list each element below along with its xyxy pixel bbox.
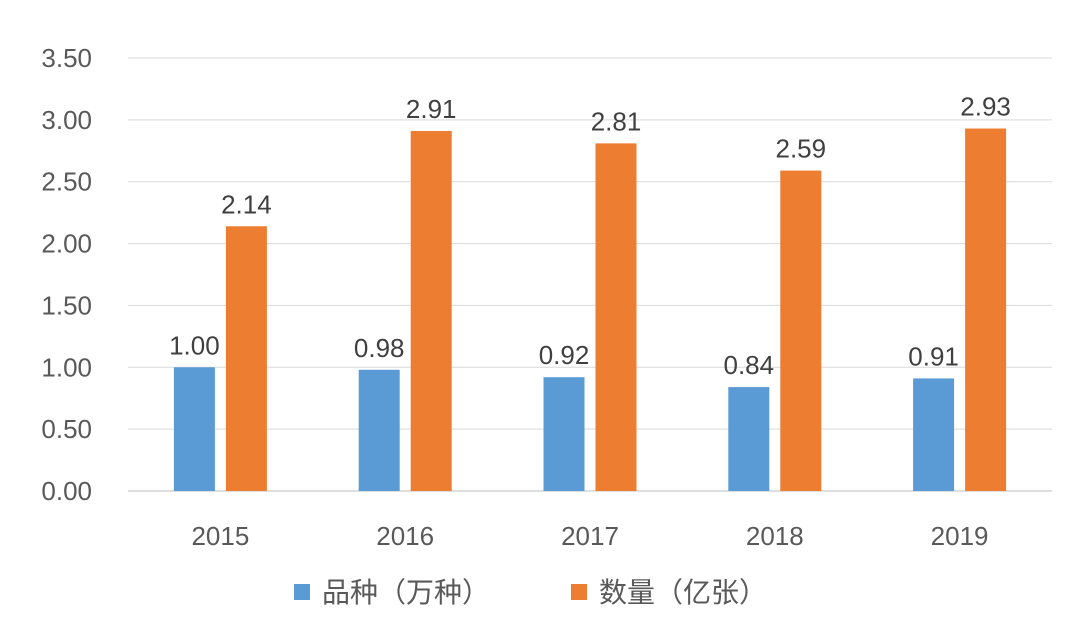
y-tick-label: 3.00 <box>41 105 92 135</box>
x-tick-label: 2017 <box>561 521 619 551</box>
data-label: 2.81 <box>591 106 642 136</box>
legend-swatch <box>294 584 310 600</box>
data-label: 1.00 <box>169 330 220 360</box>
y-tick-label: 3.50 <box>41 43 92 73</box>
y-tick-label: 1.50 <box>41 290 92 320</box>
data-label: 0.98 <box>354 333 405 363</box>
data-label: 2.14 <box>221 189 272 219</box>
data-label: 0.84 <box>723 350 774 380</box>
data-label: 2.91 <box>406 94 457 124</box>
bar-2017-series-1 <box>543 377 585 491</box>
bar-2017-series-2 <box>595 143 637 491</box>
bar-2019-series-1 <box>913 378 955 491</box>
x-tick-label: 2019 <box>931 521 989 551</box>
data-label: 2.59 <box>775 134 826 164</box>
bar-2015-series-2 <box>225 226 267 491</box>
bar-2016-series-1 <box>358 369 400 491</box>
y-tick-label: 1.00 <box>41 352 92 382</box>
x-tick-label: 2016 <box>376 521 434 551</box>
x-tick-label: 2018 <box>746 521 804 551</box>
bar-2015-series-1 <box>173 367 215 491</box>
y-tick-label: 0.00 <box>41 476 92 506</box>
x-tick-label: 2015 <box>191 521 249 551</box>
data-label: 0.91 <box>908 341 959 371</box>
y-tick-label: 2.00 <box>41 229 92 259</box>
legend-label: 品种（万种） <box>322 576 490 609</box>
y-tick-label: 0.50 <box>41 414 92 444</box>
bar-2016-series-2 <box>410 130 452 491</box>
bar-2019-series-2 <box>965 128 1007 491</box>
legend-swatch <box>571 584 587 600</box>
bar-2018-series-1 <box>728 387 770 491</box>
data-label: 0.92 <box>539 340 590 370</box>
bar-2018-series-2 <box>780 170 822 491</box>
legend-label: 数量（亿张） <box>599 576 767 609</box>
data-label: 2.93 <box>960 92 1011 122</box>
y-tick-label: 2.50 <box>41 167 92 197</box>
